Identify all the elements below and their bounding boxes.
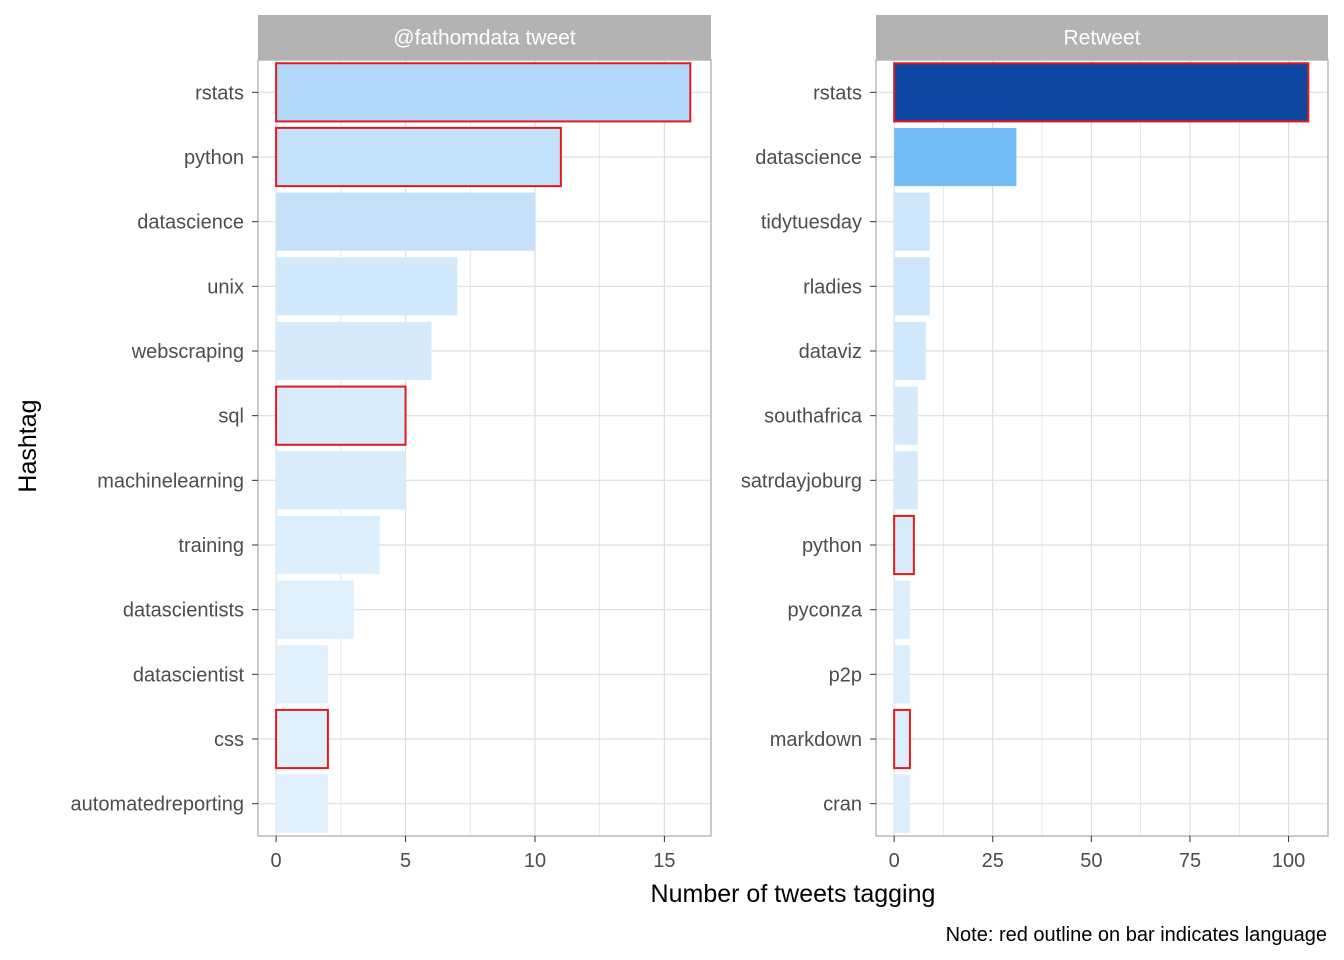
bar-dataviz <box>894 321 926 381</box>
bar-tidytuesday <box>894 192 930 251</box>
bar-satrdayjoburg <box>894 451 918 510</box>
y-tick-label: datascientist <box>133 664 245 686</box>
y-tick-label: automatedreporting <box>71 794 244 816</box>
bar-automatedreporting <box>276 774 328 833</box>
bar-python <box>275 126 562 188</box>
y-tick-label: python <box>802 535 862 557</box>
y-tick-label: markdown <box>770 729 862 751</box>
bar-p2p <box>894 645 910 704</box>
y-tick-label: machinelearning <box>97 470 244 492</box>
bar-sql <box>275 385 407 446</box>
y-axis-title: Hashtag <box>14 399 42 492</box>
bar-cran <box>894 774 910 833</box>
panel-title: @fathomdata tweet <box>393 27 576 50</box>
y-tick-label: webscraping <box>131 341 244 363</box>
panel-border <box>875 59 1329 837</box>
y-tick-label: rladies <box>803 276 862 298</box>
bar-unix <box>276 257 458 316</box>
bar-pyconza <box>894 580 910 639</box>
bar-southafrica <box>894 386 918 445</box>
panel-2: Retweet rstats datascience tidytuesday rladi… <box>741 15 1329 872</box>
panel-strip <box>258 15 711 60</box>
panel-strip <box>876 15 1328 60</box>
bar-datascientist <box>276 645 328 704</box>
x-tick-label: 10 <box>524 850 546 872</box>
bar-css <box>275 708 329 770</box>
x-tick-label: 15 <box>653 850 675 872</box>
x-tick-label: 100 <box>1272 850 1305 872</box>
y-tick-label: rstats <box>813 82 862 104</box>
y-tick-label: p2p <box>829 664 862 686</box>
bar-datascience <box>276 192 535 251</box>
chart-panels: @fathomdata tweet rstats python datascience… <box>71 15 1329 872</box>
y-tick-label: tidytuesday <box>761 212 862 234</box>
bar-datascience <box>894 127 1017 187</box>
panel-border <box>257 59 712 837</box>
bar-rstats <box>275 62 692 123</box>
y-tick-label: datascientists <box>123 600 244 622</box>
bar-datascientists <box>276 580 354 639</box>
y-tick-label: cran <box>823 794 862 816</box>
y-tick-label: datascience <box>755 147 862 169</box>
bar-markdown <box>893 708 911 770</box>
x-tick-label: 75 <box>1179 850 1201 872</box>
y-tick-label: satrdayjoburg <box>741 470 862 492</box>
panel-1: @fathomdata tweet rstats python datascience… <box>71 15 712 872</box>
bar-rladies <box>894 257 930 316</box>
y-tick-label: dataviz <box>799 341 862 363</box>
y-tick-label: rstats <box>195 82 244 104</box>
bar-training <box>276 515 380 575</box>
bar-webscraping <box>276 321 432 381</box>
y-tick-label: sql <box>218 406 244 428</box>
y-tick-label: pyconza <box>788 600 863 622</box>
bar-python <box>893 514 915 576</box>
chart-caption: Note: red outline on bar indicates langu… <box>946 924 1327 946</box>
y-tick-label: southafrica <box>764 406 863 428</box>
x-tick-label: 0 <box>271 850 282 872</box>
x-tick-label: 0 <box>889 850 900 872</box>
x-tick-label: 50 <box>1080 850 1102 872</box>
x-tick-label: 25 <box>982 850 1004 872</box>
bar-machinelearning <box>276 451 406 510</box>
y-tick-label: datascience <box>137 212 244 234</box>
y-tick-label: python <box>184 147 244 169</box>
x-tick-label: 5 <box>400 850 411 872</box>
y-tick-label: css <box>214 729 244 751</box>
y-tick-label: training <box>178 535 244 557</box>
panel-title: Retweet <box>1063 27 1140 50</box>
bar-rstats <box>893 62 1310 123</box>
x-axis-title: Number of tweets tagging <box>651 880 936 908</box>
y-tick-label: unix <box>207 276 244 298</box>
